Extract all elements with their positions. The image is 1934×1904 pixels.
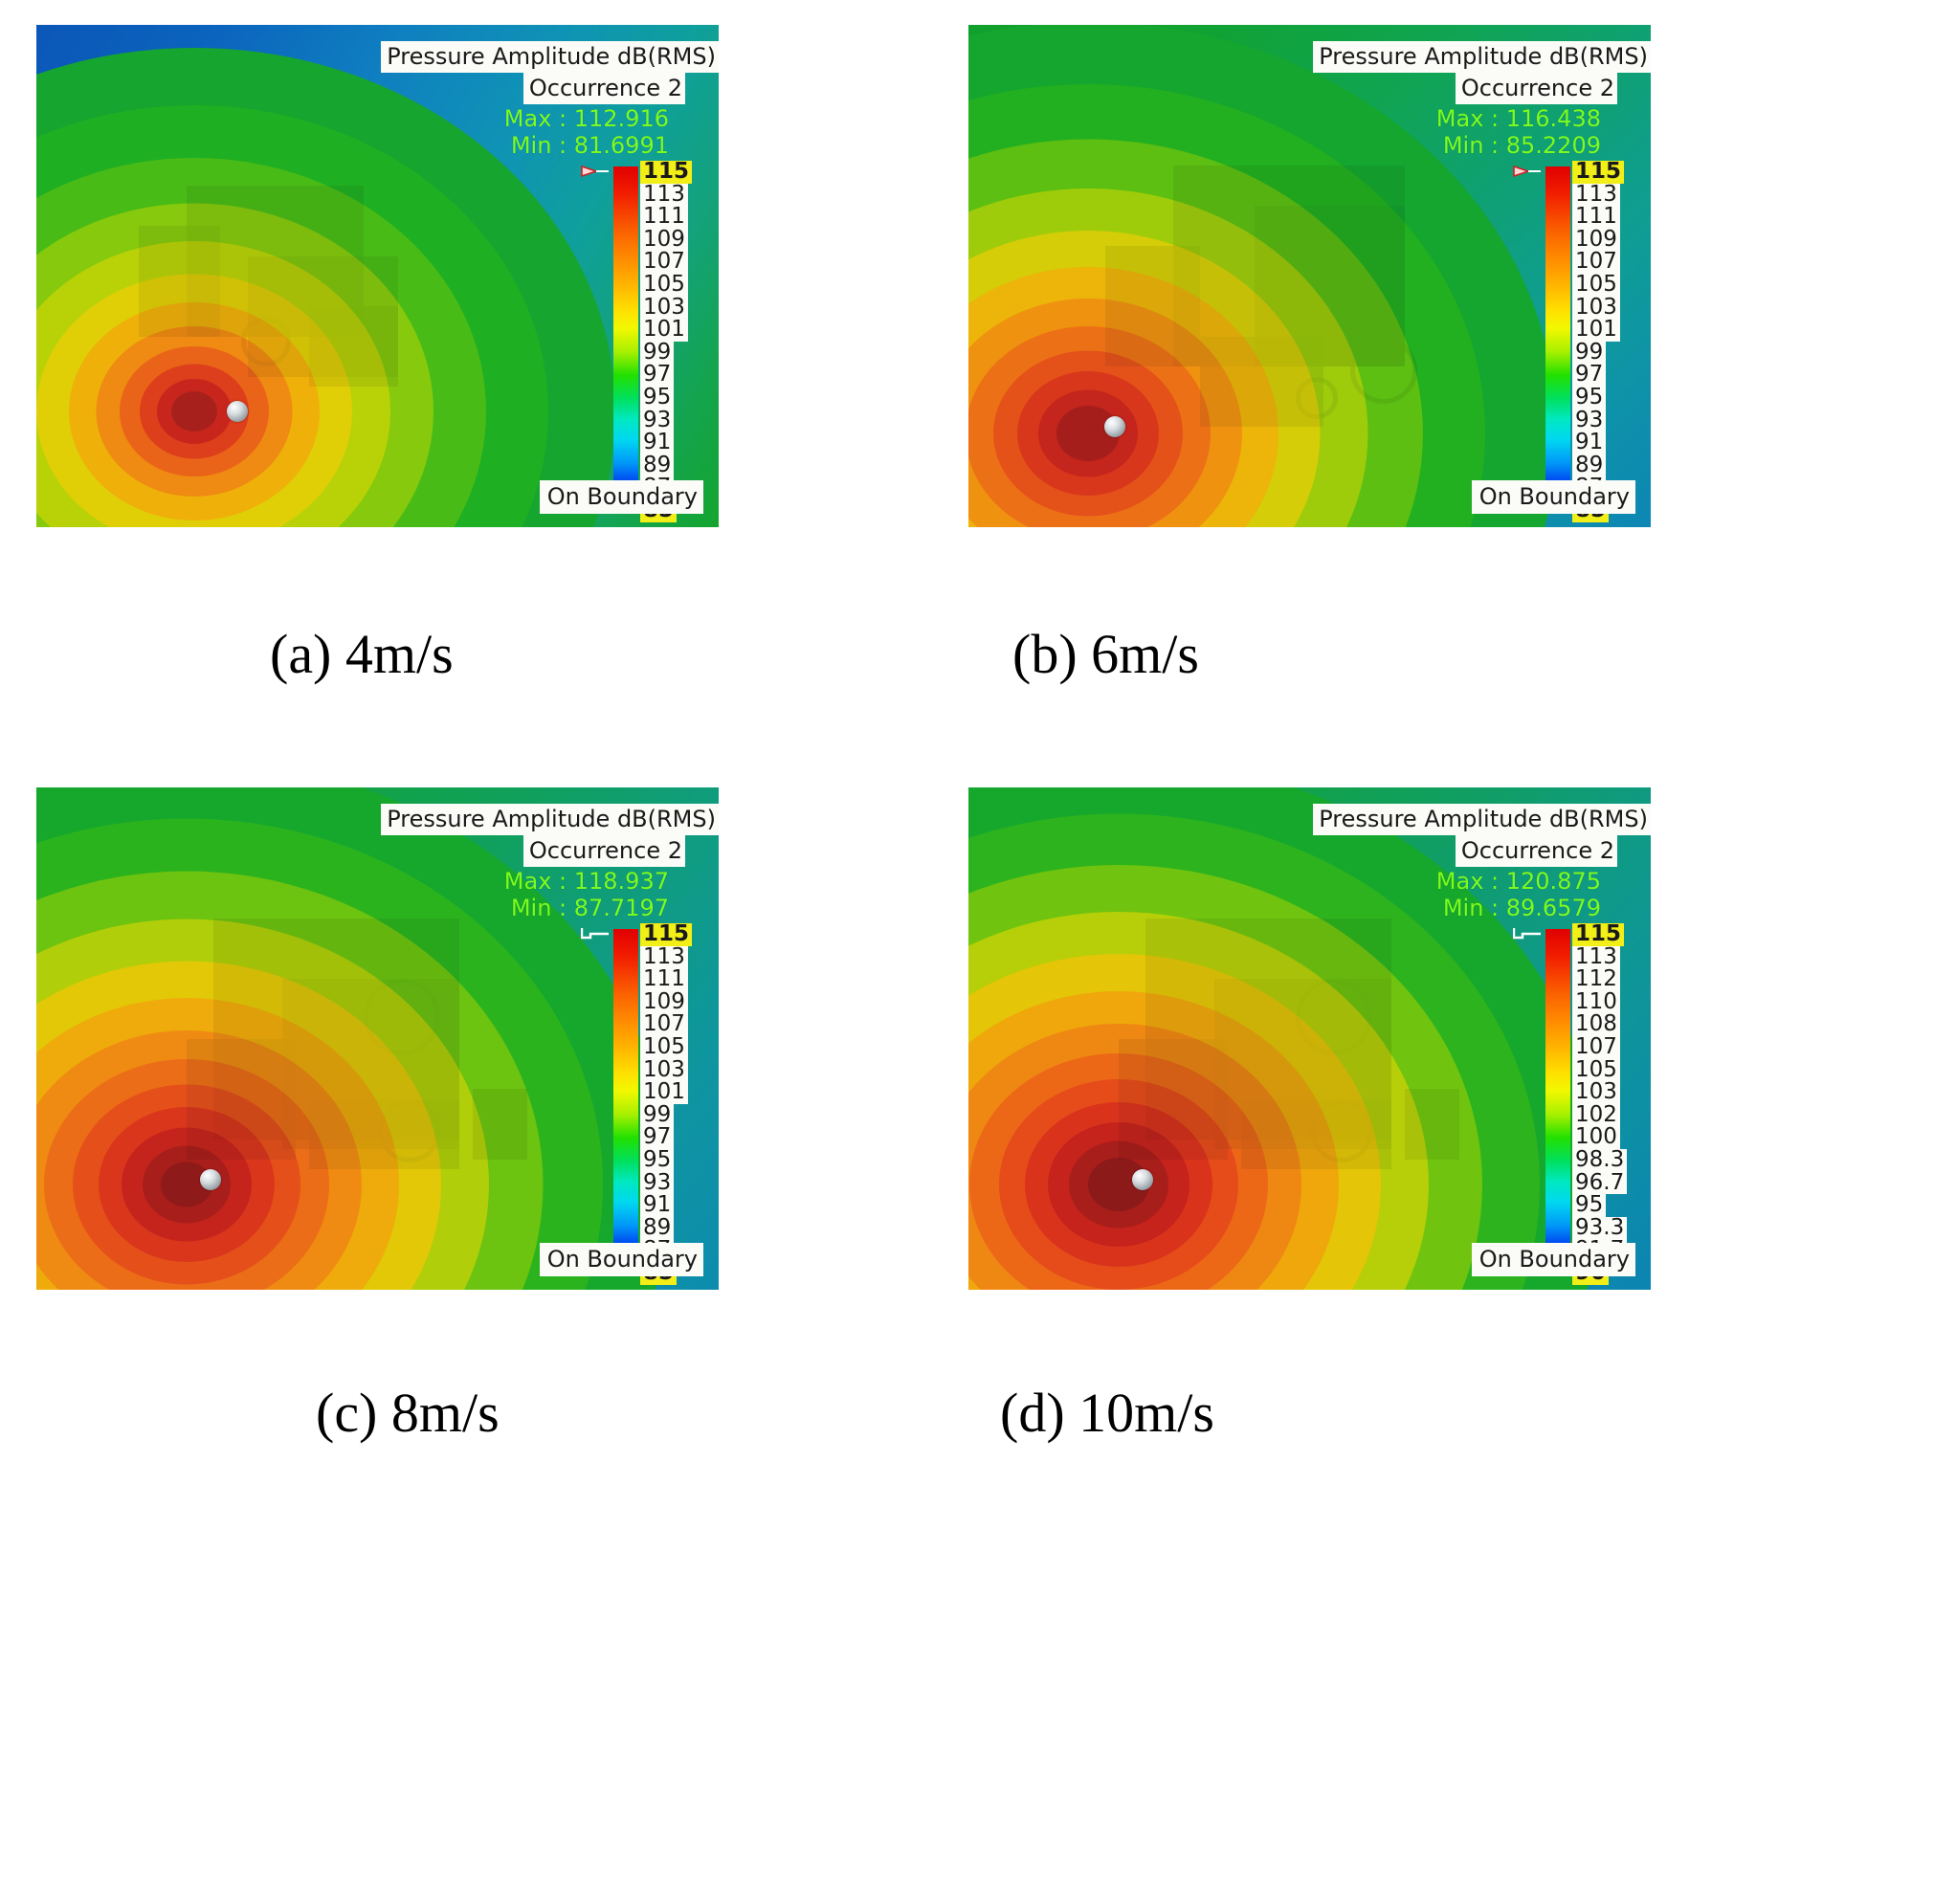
contour-plot-a: Pressure Amplitude dB(RMS) Occurrence 2 … [36,25,719,527]
panel-caption-a: (a) 4m/s [270,623,454,685]
contour-field-d [968,787,1651,1290]
source-marker-a [227,401,249,423]
panel-caption-b: (b) 6m/s [1012,623,1199,685]
panel-b: Pressure Amplitude dB(RMS) Occurrence 2 … [968,25,1651,527]
source-marker-c [199,1168,221,1190]
contour-plot-b: Pressure Amplitude dB(RMS) Occurrence 2 … [968,25,1651,527]
contour-plot-c: Pressure Amplitude dB(RMS) Occurrence 2 … [36,787,719,1290]
machine-geometry-a [36,25,719,527]
machine-geometry-d [968,787,1651,1290]
contour-plot-d: Pressure Amplitude dB(RMS) Occurrence 2 … [968,787,1651,1290]
panel-a: Pressure Amplitude dB(RMS) Occurrence 2 … [36,25,719,527]
panel-d: Pressure Amplitude dB(RMS) Occurrence 2 … [968,787,1651,1290]
contour-field-b [968,25,1651,527]
panel-c: Pressure Amplitude dB(RMS) Occurrence 2 … [36,787,719,1290]
contour-rings-d [968,787,1651,1290]
contour-field-c [36,787,719,1290]
source-marker-d [1131,1168,1153,1190]
panel-caption-c: (c) 8m/s [316,1382,500,1444]
machine-geometry-c [36,787,719,1290]
source-marker-b [1104,416,1126,437]
contour-field-a [36,25,719,527]
machine-geometry-b [968,25,1651,527]
panel-caption-d: (d) 10m/s [1000,1382,1214,1444]
